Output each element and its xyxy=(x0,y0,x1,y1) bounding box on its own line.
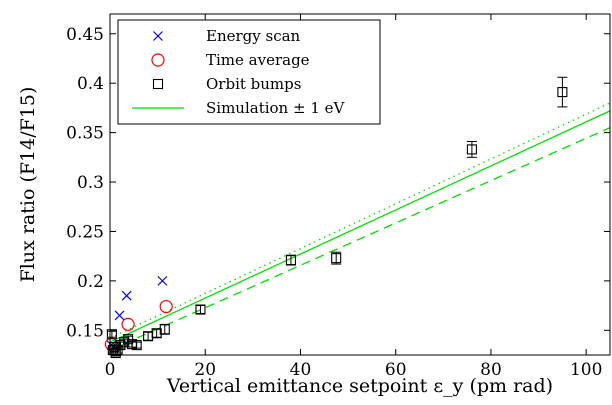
point-square xyxy=(285,255,297,266)
x-tick-label: 80 xyxy=(480,360,502,380)
point-circle xyxy=(159,299,173,314)
error-bar xyxy=(143,331,154,341)
point-x-b xyxy=(121,290,132,301)
legend-label: Time average xyxy=(206,51,310,69)
legend-swatch-x-b xyxy=(153,31,163,41)
point-square xyxy=(159,324,170,335)
data-points xyxy=(104,76,568,359)
point-x-b xyxy=(114,310,125,321)
legend: Energy scan Time average Orbit bumps Simula… xyxy=(117,19,381,125)
x-tick-label: 20 xyxy=(194,360,216,380)
legend-item: Simulation ± 1 eV xyxy=(132,99,346,117)
legend-box xyxy=(117,19,381,125)
x-tick-label: 0 xyxy=(105,360,116,380)
legend-item: Orbit bumps xyxy=(152,75,301,93)
simulation-lines xyxy=(110,102,610,351)
point-square xyxy=(195,304,206,315)
legend-label: Orbit bumps xyxy=(206,75,301,93)
x-tick-label: 100 xyxy=(570,360,602,380)
tick-labels: 0 20 40 60 80 100 0.15 0.2 0.25 0.3 0.35 0.4 0.45 xyxy=(66,25,602,380)
y-tick-label: 0.35 xyxy=(66,124,104,144)
x-axis-title: Vertical emittance setpoint ε_y (pm rad) xyxy=(166,375,553,397)
y-tick-label: 0.15 xyxy=(66,321,104,341)
legend-swatch-square xyxy=(152,78,164,90)
point-x-b xyxy=(157,275,168,286)
plot-frame xyxy=(109,13,611,356)
legend-item: Energy scan xyxy=(153,27,301,45)
y-tick-label: 0.3 xyxy=(77,173,104,193)
legend-label: Energy scan xyxy=(206,27,301,45)
point-square xyxy=(557,87,568,98)
simulation-line-dashed xyxy=(110,127,610,351)
point-square xyxy=(131,340,142,351)
point-x xyxy=(121,290,132,301)
error-bar xyxy=(557,76,568,108)
error-bar xyxy=(131,341,142,349)
legend-items: Energy scan Time average Orbit bumps Simula… xyxy=(132,27,346,117)
point-x xyxy=(157,275,168,286)
point-x xyxy=(114,310,125,321)
legend-item: Time average xyxy=(151,51,310,69)
y-tick-label: 0.25 xyxy=(66,222,104,242)
error-bar xyxy=(466,141,477,158)
simulation-line-dotted xyxy=(110,102,610,339)
x-tick-label: 60 xyxy=(385,360,407,380)
legend-label: Simulation ± 1 eV xyxy=(206,99,346,117)
error-bar xyxy=(106,330,117,338)
y-tick-label: 0.45 xyxy=(66,25,104,45)
point-circle xyxy=(121,317,135,331)
point-square xyxy=(106,329,117,340)
y-tick-label: 0.2 xyxy=(77,272,104,292)
x-tick-label: 40 xyxy=(290,360,312,380)
point-square xyxy=(331,253,342,264)
y-tick-label: 0.4 xyxy=(77,74,104,94)
simulation-line-solid xyxy=(110,110,610,343)
legend-swatch-circle xyxy=(151,53,165,67)
error-bar xyxy=(195,305,206,314)
legend-swatch-x xyxy=(153,31,163,41)
y-axis-title: Flux ratio (F14/F15) xyxy=(17,87,39,283)
axis-ticks xyxy=(109,14,610,355)
point-square xyxy=(466,144,477,155)
